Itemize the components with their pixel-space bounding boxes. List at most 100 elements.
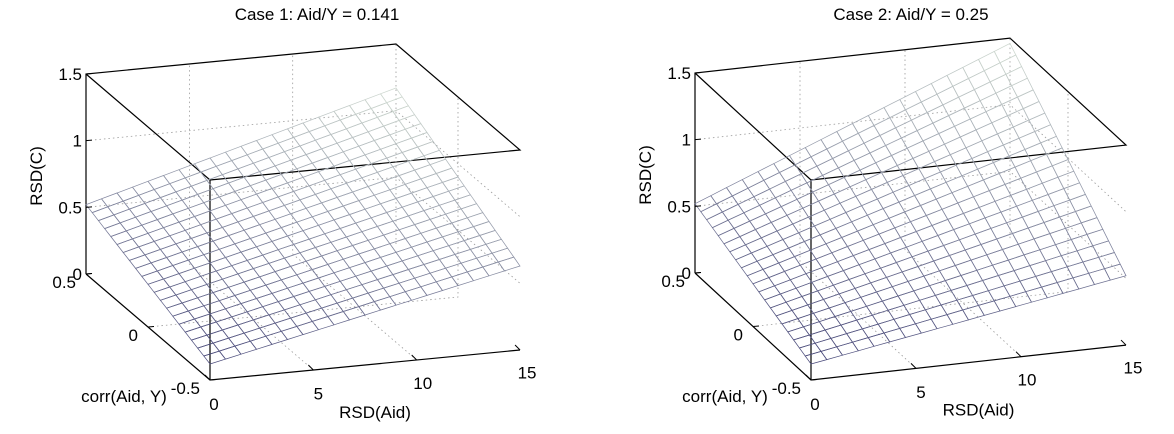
surface-cell — [209, 257, 233, 272]
surface-cell — [1035, 271, 1058, 288]
surface-cell — [1012, 119, 1036, 139]
surface-cell — [1033, 233, 1057, 251]
surface-cell — [921, 235, 945, 252]
surface-cell — [228, 176, 251, 192]
surface-cell — [215, 160, 239, 176]
grid-lines — [694, 49, 1127, 369]
surface-cell — [324, 174, 347, 190]
y-tick-label: -0.5 — [772, 379, 801, 398]
surface-cell — [990, 222, 1014, 240]
surface-cell — [959, 129, 983, 149]
surface-cell — [954, 259, 978, 276]
surface-cell — [970, 254, 994, 271]
surface-cell — [314, 294, 338, 309]
surface-cell — [432, 190, 456, 206]
surface-cell — [333, 267, 357, 282]
surface-cell — [972, 290, 995, 306]
surface-cell — [445, 208, 468, 224]
surface-cell — [1056, 277, 1080, 294]
surface-cell — [131, 180, 155, 196]
surface-cell — [856, 314, 879, 330]
surface-cell — [939, 164, 963, 183]
surface-cell — [417, 140, 440, 157]
surface-cell — [914, 318, 938, 334]
box-base-edges — [694, 272, 1127, 381]
surface-cell — [265, 330, 289, 345]
surface-cell — [221, 324, 245, 339]
surface-cell — [386, 152, 409, 168]
surface-cell — [1011, 77, 1034, 98]
surface-cell — [203, 300, 227, 315]
surface-cell — [865, 300, 889, 316]
surface-cell — [240, 298, 264, 313]
surface-cell — [268, 257, 292, 273]
surface-cell — [883, 327, 907, 343]
surface-cell — [1080, 217, 1104, 235]
surface-cell — [432, 245, 456, 260]
grid-line — [752, 91, 1069, 327]
surface-cell — [773, 155, 796, 173]
surface-cell — [243, 327, 267, 342]
surface-cell — [884, 237, 907, 254]
surface-cell — [420, 173, 444, 189]
surface-cell — [861, 323, 885, 339]
surface-cell — [212, 235, 236, 250]
surface-cell — [336, 191, 360, 207]
surface-cell — [193, 262, 217, 277]
surface-cell — [1069, 193, 1092, 212]
surface-cell — [289, 207, 313, 223]
surface-cell — [986, 249, 1009, 266]
surface-cell — [919, 294, 942, 311]
surface-cell — [265, 227, 289, 242]
surface-cell — [867, 107, 891, 126]
surface-cell — [342, 200, 366, 216]
surface-cell — [808, 329, 832, 344]
surface-cell — [725, 179, 749, 197]
surface-cell — [358, 194, 382, 210]
surface-cell — [1039, 244, 1062, 262]
surface-cell — [178, 318, 202, 333]
surface-cell — [976, 264, 999, 281]
surface-cell — [964, 244, 988, 261]
surface-cell — [262, 249, 286, 264]
surface-cell — [237, 268, 261, 283]
surface-cell — [830, 333, 854, 348]
surface-cell — [1066, 261, 1090, 279]
surface-cell — [867, 332, 891, 347]
surface-cell — [320, 250, 344, 265]
surface-cell — [1002, 137, 1026, 157]
surface-cell — [330, 128, 354, 144]
surface-cell — [928, 280, 952, 296]
y-axis-label: corr(Aid, Y) — [81, 387, 167, 406]
surface-cell — [893, 314, 917, 329]
surface-cell — [162, 169, 186, 185]
surface-cell — [1013, 265, 1037, 282]
surface-cell — [255, 188, 279, 203]
surface-cell — [1053, 199, 1077, 218]
surface-cell — [215, 265, 239, 280]
surface-cell — [262, 142, 285, 158]
surface-cell — [1060, 250, 1084, 268]
surface-cell — [382, 282, 406, 298]
surface-cell — [283, 199, 307, 215]
surface-cell — [997, 270, 1021, 287]
surface-cell — [218, 345, 242, 360]
surface-cell — [234, 289, 258, 305]
surface-cell — [184, 326, 208, 341]
surface-cell — [265, 173, 289, 189]
surface-cell — [485, 238, 509, 254]
surface-cell — [883, 99, 907, 119]
surface-cell — [1050, 266, 1074, 283]
surface-cell — [395, 137, 419, 153]
surface-cell — [224, 303, 248, 318]
surface-cell — [389, 238, 413, 253]
surface-cell — [907, 275, 931, 292]
surface-cell — [885, 271, 909, 288]
surface-cell — [899, 91, 922, 111]
surface-cell — [1003, 280, 1027, 297]
surface-cell — [897, 290, 921, 306]
surface-cell — [342, 145, 366, 161]
surface-cell — [441, 231, 465, 247]
surface-cell — [981, 133, 1004, 153]
